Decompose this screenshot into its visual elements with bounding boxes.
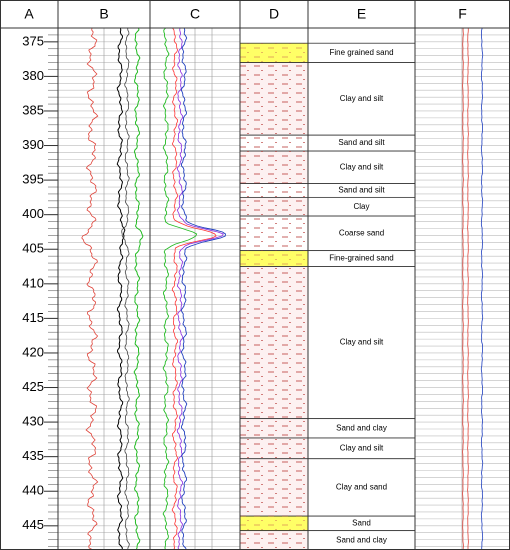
- lithology-pattern: [240, 530, 308, 550]
- log-curve: [162, 27, 198, 550]
- layer-label: Fine grained sand: [329, 48, 393, 57]
- layer-label: Sand and silt: [338, 186, 385, 195]
- depth-label: 380: [22, 68, 44, 83]
- description-box: [307, 458, 416, 517]
- depth-label: 400: [22, 206, 44, 221]
- log-curve: [171, 27, 217, 550]
- lithology-pattern: [240, 197, 308, 217]
- log-curve: [480, 27, 484, 550]
- log-curve: [133, 27, 144, 550]
- depth-label: 410: [22, 275, 44, 290]
- column-header: E: [357, 6, 366, 22]
- layer-label: Coarse sand: [339, 228, 384, 237]
- log-curve: [116, 27, 126, 550]
- layer-label: Clay and silt: [340, 338, 384, 347]
- depth-label: 445: [22, 517, 44, 532]
- lithology-pattern: [240, 62, 308, 136]
- depth-label: 425: [22, 379, 44, 394]
- depth-label: 385: [22, 102, 44, 117]
- depth-label: 435: [22, 448, 44, 463]
- layer-label: Sand and clay: [336, 423, 387, 432]
- description-box: [307, 150, 416, 184]
- lithology-pattern: [240, 151, 308, 184]
- column-header: B: [99, 6, 108, 22]
- log-curve: [467, 27, 469, 550]
- lithology-pattern: [240, 458, 308, 517]
- lithology-pattern: [240, 216, 308, 251]
- layer-label: Sand and silt: [338, 138, 385, 147]
- depth-label: 430: [22, 414, 44, 429]
- layer-label: Fine-grained sand: [329, 254, 393, 263]
- log-curve: [180, 27, 226, 550]
- lithology-pattern: [240, 516, 308, 531]
- layer-label: Clay and sand: [336, 483, 387, 492]
- depth-label: 405: [22, 241, 44, 256]
- lithology-pattern: [240, 437, 308, 459]
- depth-label: 440: [22, 483, 44, 498]
- lithology-pattern: [240, 266, 308, 419]
- lithology-pattern: [240, 135, 308, 152]
- description-box: [307, 62, 416, 136]
- column-header: C: [190, 6, 200, 22]
- lithology-pattern: [240, 418, 308, 438]
- layer-label: Clay and silt: [340, 443, 384, 452]
- depth-label: 420: [22, 344, 44, 359]
- layer-label: Sand and clay: [336, 535, 387, 544]
- layer-label: Clay: [353, 202, 369, 211]
- lithology-pattern: [240, 250, 308, 267]
- log-curve: [121, 27, 130, 550]
- layer-label: Clay and silt: [340, 162, 384, 171]
- log-curve: [81, 27, 99, 550]
- lithology-pattern: [240, 43, 308, 63]
- layer-label: Sand: [352, 518, 371, 527]
- column-header: F: [458, 6, 467, 22]
- log-curve: [462, 28, 464, 550]
- depth-label: 390: [22, 137, 44, 152]
- lithology-pattern: [240, 183, 308, 198]
- depth-label: 395: [22, 172, 44, 187]
- depth-label: 415: [22, 310, 44, 325]
- depth-label: 375: [22, 33, 44, 48]
- column-header: A: [24, 6, 34, 22]
- layer-label: Clay and silt: [340, 94, 384, 103]
- log-curve: [176, 27, 224, 550]
- column-header: D: [269, 6, 279, 22]
